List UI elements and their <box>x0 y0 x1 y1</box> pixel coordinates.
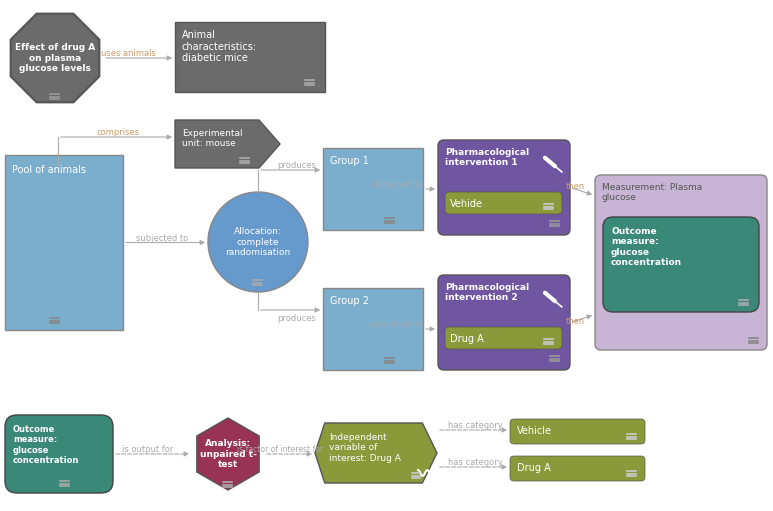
Text: uses animals: uses animals <box>100 49 155 58</box>
Circle shape <box>208 192 308 292</box>
Text: Drug A: Drug A <box>517 463 550 473</box>
Bar <box>323 148 423 230</box>
Text: has category: has category <box>448 421 502 430</box>
Polygon shape <box>197 418 259 490</box>
Text: subjected to: subjected to <box>371 180 423 189</box>
Text: Outcome
measure:
glucose
concentration: Outcome measure: glucose concentration <box>13 425 80 465</box>
FancyBboxPatch shape <box>595 175 767 350</box>
Polygon shape <box>175 120 280 168</box>
Text: Drug A: Drug A <box>450 334 484 344</box>
Bar <box>323 288 423 370</box>
Text: Experimental
unit: mouse: Experimental unit: mouse <box>182 129 243 148</box>
FancyBboxPatch shape <box>438 140 570 235</box>
Text: Pharmacological
intervention 2: Pharmacological intervention 2 <box>445 283 530 303</box>
Text: subjected to: subjected to <box>136 234 188 243</box>
FancyBboxPatch shape <box>510 419 645 444</box>
FancyBboxPatch shape <box>5 415 113 493</box>
Text: produces: produces <box>278 161 316 170</box>
Bar <box>175 22 325 92</box>
Text: is factor of interest for: is factor of interest for <box>237 445 323 454</box>
Text: Allocation:
complete
randomisation: Allocation: complete randomisation <box>226 227 291 257</box>
FancyBboxPatch shape <box>438 275 570 370</box>
Text: then: then <box>566 316 585 326</box>
Text: has category: has category <box>448 458 502 467</box>
Text: comprises: comprises <box>97 128 140 137</box>
Text: Effect of drug A
on plasma
glucose levels: Effect of drug A on plasma glucose level… <box>15 43 95 73</box>
Polygon shape <box>315 423 437 483</box>
Text: Vehide: Vehide <box>450 199 483 209</box>
Text: Vehicle: Vehicle <box>517 426 552 436</box>
Text: produces: produces <box>278 314 316 323</box>
Bar <box>5 155 123 330</box>
Text: Outcome
measure:
glucose
concentration: Outcome measure: glucose concentration <box>611 227 682 267</box>
Polygon shape <box>11 14 100 102</box>
FancyBboxPatch shape <box>603 217 759 312</box>
Text: Animal
characteristics:
diabetic mice: Animal characteristics: diabetic mice <box>182 30 257 63</box>
Text: Group 1: Group 1 <box>330 156 369 166</box>
Text: Group 2: Group 2 <box>330 296 369 306</box>
Text: Analysis:
unpaired t-
test: Analysis: unpaired t- test <box>199 439 257 469</box>
Text: is output for: is output for <box>122 445 174 454</box>
Text: Independent
variable of
interest: Drug A: Independent variable of interest: Drug A <box>329 433 401 463</box>
Text: then: then <box>566 181 585 191</box>
FancyBboxPatch shape <box>445 327 562 349</box>
Text: Pool of animals: Pool of animals <box>12 165 86 175</box>
Text: subjected to: subjected to <box>371 320 423 329</box>
Text: Measurement: Plasma
glucose: Measurement: Plasma glucose <box>602 183 702 202</box>
FancyBboxPatch shape <box>510 456 645 481</box>
Text: Pharmacological
intervention 1: Pharmacological intervention 1 <box>445 148 530 168</box>
FancyBboxPatch shape <box>445 192 562 214</box>
